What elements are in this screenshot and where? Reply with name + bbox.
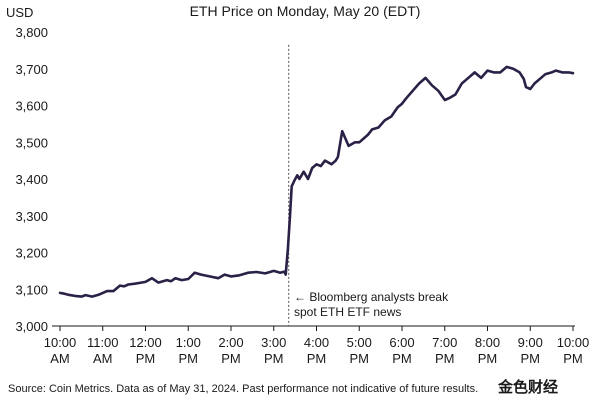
y-tick-label: 3,000: [15, 319, 48, 334]
x-tick-label: 4:00: [304, 335, 329, 350]
x-tick-label: 6:00: [389, 335, 414, 350]
x-tick-label: PM: [307, 351, 327, 366]
y-axis-unit-label: USD: [6, 5, 33, 20]
x-tick-label: 7:00: [432, 335, 457, 350]
y-tick-label: 3,600: [15, 99, 48, 114]
y-axis-tick-labels: 3,000 3,100 3,200 3,300 3,400 3,500 3,600 3,700…: [15, 25, 48, 334]
x-tick-label: PM: [264, 351, 284, 366]
x-tick-label: PM: [350, 351, 370, 366]
y-tick-label: 3,400: [15, 172, 48, 187]
x-axis-tick-labels: 10:00AM11:00AM12:00PM1:00PM2:00PM3:00PM4…: [44, 326, 590, 366]
x-tick-label: 9:00: [518, 335, 543, 350]
x-tick-label: PM: [221, 351, 241, 366]
event-annotation-line-2: spot ETH ETF news: [294, 305, 401, 319]
x-tick-label: AM: [50, 351, 70, 366]
y-tick-label: 3,300: [15, 209, 48, 224]
event-annotation-line-1: ← Bloomberg analysts break: [294, 290, 449, 304]
x-tick-label: AM: [93, 351, 113, 366]
x-tick-label: PM: [392, 351, 412, 366]
x-tick-label: 1:00: [176, 335, 201, 350]
x-tick-label: 2:00: [218, 335, 243, 350]
series-group: [58, 65, 575, 298]
source-note: Source: Coin Metrics. Data as of May 31,…: [8, 383, 478, 395]
x-tick-label: PM: [179, 351, 199, 366]
x-tick-label: 5:00: [347, 335, 372, 350]
y-tick-label: 3,500: [15, 135, 48, 150]
chart-title: ETH Price on Monday, May 20 (EDT): [190, 3, 421, 19]
x-tick-label: PM: [521, 351, 541, 366]
eth-price-line: [58, 65, 575, 298]
y-tick-label: 3,800: [15, 25, 48, 40]
y-tick-label: 3,700: [15, 62, 48, 77]
x-tick-label: 10:00: [557, 335, 590, 350]
y-tick-label: 3,100: [15, 282, 48, 297]
x-tick-label: 12:00: [129, 335, 162, 350]
x-tick-label: 10:00: [44, 335, 77, 350]
y-tick-label: 3,200: [15, 246, 48, 261]
x-tick-label: PM: [136, 351, 156, 366]
x-tick-label: PM: [563, 351, 583, 366]
watermark-logo-text: 金色财经: [497, 378, 558, 396]
x-tick-label: 11:00: [87, 335, 119, 350]
x-tick-label: PM: [435, 351, 455, 366]
x-tick-label: PM: [478, 351, 498, 366]
x-tick-label: 8:00: [475, 335, 500, 350]
x-tick-label: 3:00: [261, 335, 286, 350]
